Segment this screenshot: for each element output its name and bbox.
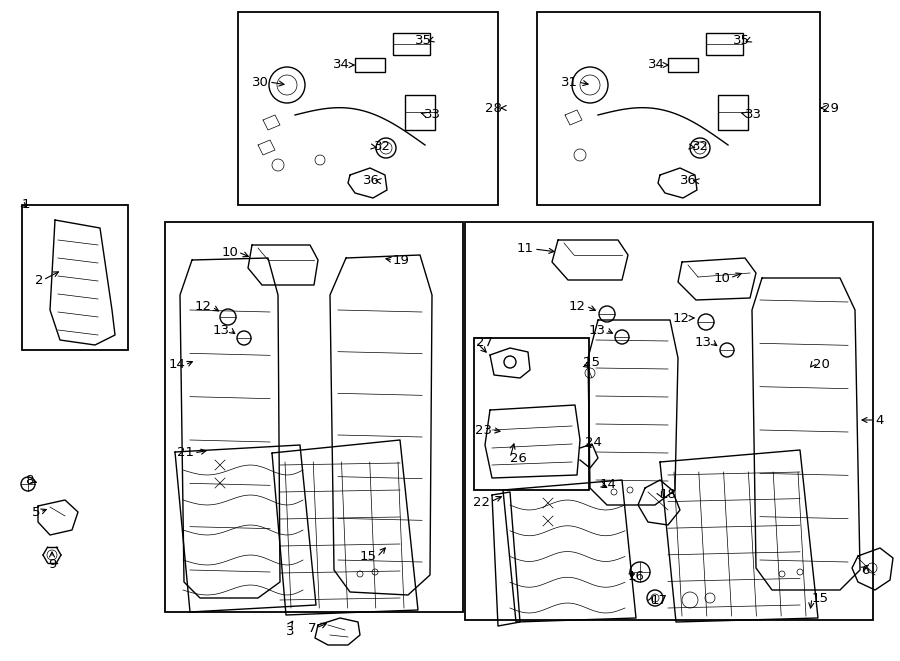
Text: 35: 35 [733, 34, 750, 46]
Text: 21: 21 [177, 446, 194, 459]
Text: 18: 18 [660, 488, 677, 500]
Bar [393, 33, 430, 55]
Text: 15: 15 [360, 551, 377, 563]
Bar [465, 222, 873, 620]
Text: 31: 31 [561, 75, 578, 89]
Text: 9: 9 [48, 558, 56, 571]
Text: 33: 33 [745, 108, 762, 120]
Text: 36: 36 [680, 175, 697, 188]
Text: 15: 15 [812, 592, 829, 605]
Bar [474, 338, 589, 490]
Text: 22: 22 [473, 496, 490, 508]
Text: 24: 24 [585, 436, 602, 449]
Text: 7: 7 [308, 621, 316, 635]
Bar [718, 95, 748, 130]
Text: 13: 13 [213, 323, 230, 336]
Text: 25: 25 [583, 356, 600, 369]
Text: 29: 29 [822, 102, 839, 114]
Text: 6: 6 [861, 563, 869, 576]
Text: 10: 10 [713, 272, 730, 284]
Text: 33: 33 [424, 108, 441, 120]
Text: 3: 3 [286, 625, 294, 638]
Text: 26: 26 [510, 451, 526, 465]
Bar [355, 58, 385, 72]
Text: 35: 35 [415, 34, 432, 46]
Text: 11: 11 [517, 243, 534, 256]
Text: 5: 5 [32, 506, 40, 518]
Text: 13: 13 [695, 336, 712, 348]
Text: 34: 34 [333, 59, 350, 71]
Text: 34: 34 [648, 59, 665, 71]
Text: 32: 32 [374, 141, 391, 153]
Text: 2: 2 [34, 274, 43, 286]
Text: 23: 23 [475, 424, 492, 436]
Text: 12: 12 [569, 299, 586, 313]
Bar [537, 12, 820, 205]
Text: 28: 28 [485, 102, 502, 114]
Text: 4: 4 [875, 414, 884, 426]
Bar [706, 33, 743, 55]
Text: 32: 32 [692, 141, 709, 153]
Bar [22, 205, 128, 350]
Text: 16: 16 [628, 570, 645, 584]
Bar [238, 12, 498, 205]
Text: 10: 10 [221, 245, 238, 258]
Text: 12: 12 [195, 301, 212, 313]
Text: 8: 8 [24, 475, 33, 488]
Text: 36: 36 [363, 175, 380, 188]
Text: 19: 19 [393, 254, 410, 266]
Text: 14: 14 [600, 477, 617, 490]
Bar [668, 58, 698, 72]
Text: 14: 14 [168, 358, 185, 371]
Text: 20: 20 [813, 358, 830, 371]
Text: 12: 12 [673, 311, 690, 325]
Text: 17: 17 [651, 594, 668, 607]
Text: 27: 27 [476, 336, 493, 348]
Bar [165, 222, 463, 612]
Text: 1: 1 [22, 198, 31, 210]
Text: 13: 13 [589, 323, 606, 336]
Bar [405, 95, 435, 130]
Text: 30: 30 [252, 75, 269, 89]
